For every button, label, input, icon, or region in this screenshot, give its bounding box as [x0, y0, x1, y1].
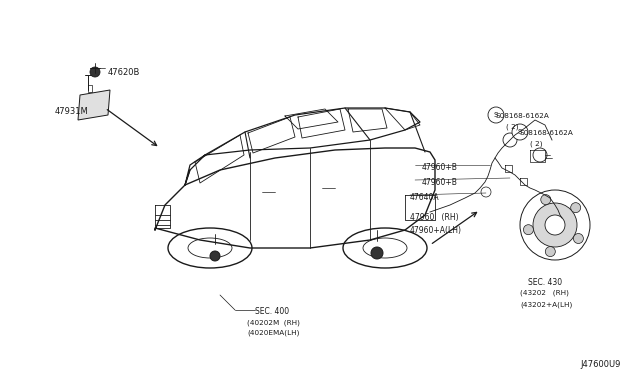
- Ellipse shape: [545, 215, 565, 235]
- Text: 47960+B: 47960+B: [422, 163, 458, 172]
- Circle shape: [541, 195, 551, 205]
- Text: 47960   (RH): 47960 (RH): [410, 213, 459, 222]
- Text: (43202+A(LH): (43202+A(LH): [520, 301, 572, 308]
- Text: 47931M: 47931M: [55, 107, 89, 116]
- Ellipse shape: [188, 238, 232, 258]
- Polygon shape: [78, 90, 110, 120]
- Circle shape: [503, 133, 517, 147]
- Text: ( 2): ( 2): [506, 123, 518, 129]
- Circle shape: [571, 203, 580, 213]
- Ellipse shape: [533, 203, 577, 247]
- Text: (4020EMA(LH): (4020EMA(LH): [247, 330, 300, 337]
- Text: 47960+B: 47960+B: [422, 178, 458, 187]
- Text: S: S: [494, 112, 498, 118]
- Circle shape: [545, 247, 556, 257]
- Ellipse shape: [343, 228, 427, 268]
- Text: 47640A: 47640A: [410, 193, 440, 202]
- Text: 47960+A(LH): 47960+A(LH): [410, 226, 462, 235]
- Circle shape: [524, 225, 533, 235]
- Circle shape: [533, 148, 547, 162]
- Circle shape: [573, 234, 584, 244]
- Text: SEC. 400: SEC. 400: [255, 307, 289, 316]
- Text: J47600U9: J47600U9: [580, 360, 620, 369]
- Circle shape: [512, 124, 528, 140]
- Text: (43202   (RH): (43202 (RH): [520, 290, 569, 296]
- Circle shape: [488, 107, 504, 123]
- Ellipse shape: [371, 247, 383, 259]
- Text: SEC. 430: SEC. 430: [528, 278, 562, 287]
- Text: S08168-6162A: S08168-6162A: [496, 113, 550, 119]
- Text: 47620B: 47620B: [108, 68, 140, 77]
- Text: S08168-6162A: S08168-6162A: [520, 130, 574, 136]
- Ellipse shape: [210, 251, 220, 261]
- Ellipse shape: [520, 190, 590, 260]
- Text: S: S: [518, 129, 522, 135]
- Text: (40202M  (RH): (40202M (RH): [247, 319, 300, 326]
- Text: ( 2): ( 2): [530, 140, 543, 147]
- Circle shape: [90, 67, 100, 77]
- Circle shape: [481, 187, 491, 197]
- Ellipse shape: [168, 228, 252, 268]
- Ellipse shape: [363, 238, 407, 258]
